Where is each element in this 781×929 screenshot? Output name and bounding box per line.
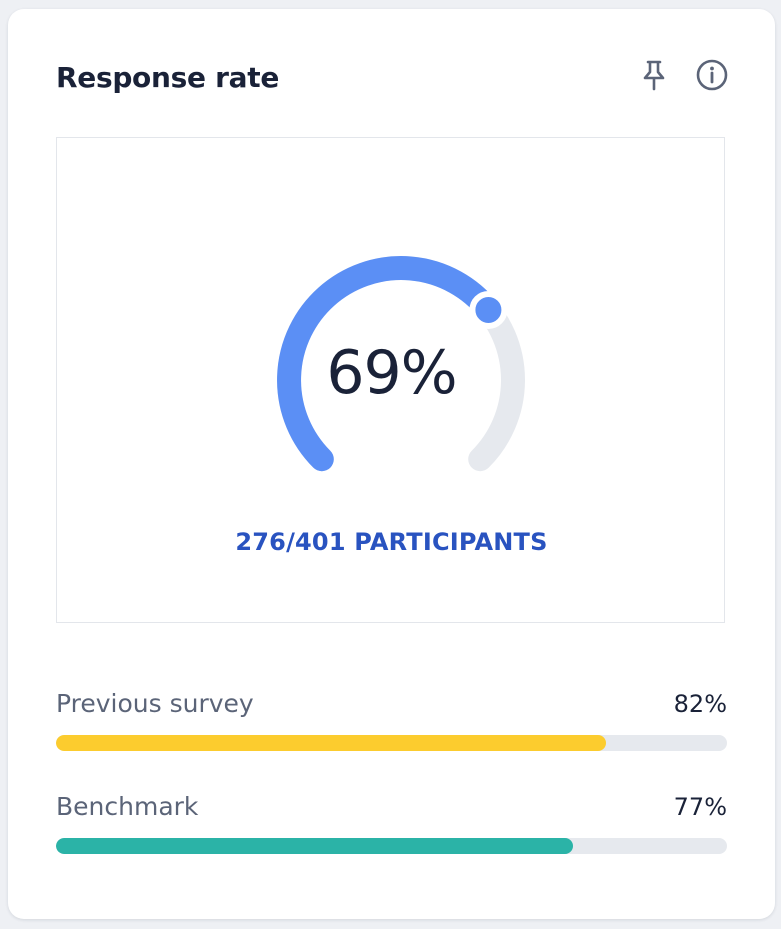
gauge-panel: 69% 276/401 PARTICIPANTS bbox=[56, 137, 725, 623]
gauge-value: 69% bbox=[326, 338, 457, 408]
card-title: Response rate bbox=[56, 61, 280, 94]
comparison-previous-survey: Previous survey 82% bbox=[56, 689, 727, 751]
response-rate-card: Response rate 69% 276/401 PARTICIPANTS P… bbox=[8, 9, 775, 919]
pin-icon bbox=[643, 60, 665, 91]
comparison-bar-track bbox=[56, 735, 727, 751]
comparison-benchmark: Benchmark 77% bbox=[56, 792, 727, 854]
comparison-bar-track bbox=[56, 838, 727, 854]
comparison-bar-fill bbox=[56, 838, 573, 854]
comparison-value: 82% bbox=[673, 690, 727, 718]
info-button[interactable] bbox=[694, 57, 730, 93]
gauge-fill bbox=[277, 256, 501, 472]
comparison-value: 77% bbox=[673, 793, 727, 821]
info-icon bbox=[696, 59, 728, 91]
comparison-bar-fill bbox=[56, 735, 607, 751]
pin-button[interactable] bbox=[636, 57, 672, 93]
comparison-label: Benchmark bbox=[56, 792, 199, 821]
gauge-chart bbox=[277, 256, 525, 472]
participants-count: 276/401 PARTICIPANTS bbox=[235, 528, 548, 556]
comparison-label: Previous survey bbox=[56, 689, 254, 718]
gauge-knob bbox=[469, 290, 508, 329]
